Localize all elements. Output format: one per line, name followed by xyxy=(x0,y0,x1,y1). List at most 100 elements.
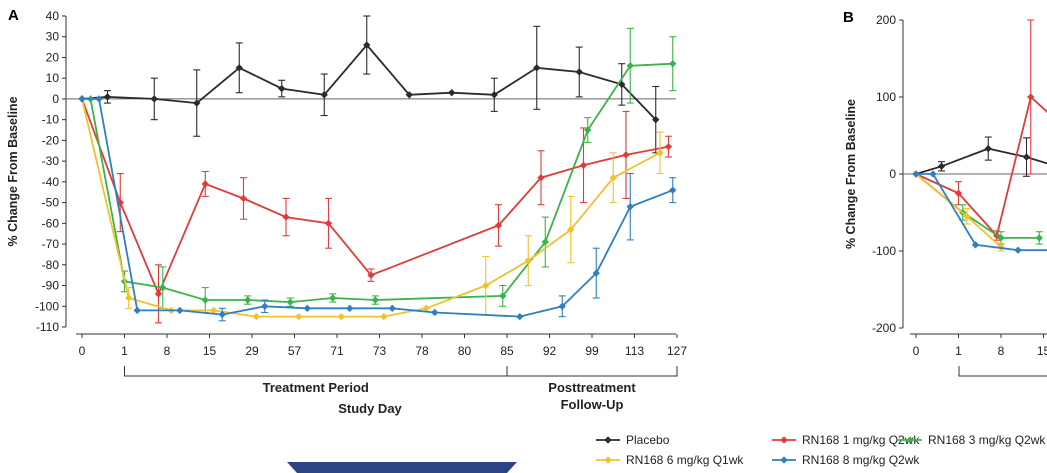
legend-label: RN168 6 mg/kg Q1wk xyxy=(626,453,744,467)
legend-item-rn168-8-mg-kg-q2wk: RN168 8 mg/kg Q2wk xyxy=(772,453,920,467)
legend-item-placebo: Placebo xyxy=(596,433,670,447)
y-tick-label: 100 xyxy=(876,90,896,104)
data-point xyxy=(627,203,634,210)
panel-letter-a: A xyxy=(8,7,19,24)
data-point xyxy=(125,294,132,301)
y-tick-label: 200 xyxy=(876,13,896,27)
data-point xyxy=(938,163,945,170)
y-tick-label: -40 xyxy=(42,175,60,189)
data-point xyxy=(240,195,247,202)
data-point xyxy=(202,296,209,303)
data-point xyxy=(389,305,396,312)
series-placebo xyxy=(78,16,659,153)
series-line-rn168-3-mg-kg-q2wk xyxy=(916,174,1039,238)
x-tick-label: 113 xyxy=(625,344,644,358)
y-tick-label: 30 xyxy=(46,30,60,44)
bracket-label-follow-up: Follow-Up xyxy=(561,397,624,412)
legend-item-rn168-3-mg-kg-q2wk: RN168 3 mg/kg Q2wk xyxy=(898,433,1046,447)
bracket-label-posttreatment: Posttreatment xyxy=(548,380,636,395)
data-point xyxy=(78,95,85,102)
data-point xyxy=(448,89,455,96)
y-tick-label: -200 xyxy=(872,321,896,335)
legend-swatch-marker xyxy=(604,436,611,443)
data-point xyxy=(151,95,158,102)
legend-label: Placebo xyxy=(626,433,670,447)
data-point xyxy=(176,307,183,314)
series-line-rn168-6-mg-kg-q1wk xyxy=(82,99,660,317)
decorative-chevron-shape xyxy=(287,462,517,473)
data-point xyxy=(282,213,289,220)
y-tick-label: 0 xyxy=(889,167,896,181)
y-tick-label: -80 xyxy=(42,258,60,272)
legend-swatch-marker xyxy=(780,436,787,443)
data-point xyxy=(287,298,294,305)
data-point xyxy=(656,149,663,156)
bracket-label-treatment-period: Treatment Period xyxy=(263,380,369,395)
legend-label: RN168 8 mg/kg Q2wk xyxy=(802,453,920,467)
bracket-partial xyxy=(959,366,1047,376)
data-point xyxy=(1036,234,1043,241)
x-tick-label: 0 xyxy=(913,344,920,358)
legend-label: RN168 3 mg/kg Q2wk xyxy=(928,433,1046,447)
data-point xyxy=(622,151,629,158)
y-tick-label: -60 xyxy=(42,216,60,230)
y-tick-label: -70 xyxy=(42,237,60,251)
bracket-posttreatment-follow-up xyxy=(507,366,677,376)
data-point xyxy=(972,241,979,248)
data-point xyxy=(482,282,489,289)
x-tick-label: 15 xyxy=(203,344,217,358)
data-point xyxy=(155,290,162,297)
series-line-placebo xyxy=(916,149,1047,174)
y-tick-label: -100 xyxy=(872,244,896,258)
data-point xyxy=(134,307,141,314)
y-tick-label: -100 xyxy=(35,299,59,313)
data-point xyxy=(669,60,676,67)
series-line-placebo xyxy=(82,45,656,120)
data-point xyxy=(380,313,387,320)
data-point xyxy=(202,180,209,187)
series-rn168-8-mg-kg-q2wk xyxy=(912,170,1047,254)
legend-swatch-marker xyxy=(604,456,611,463)
data-point xyxy=(95,95,102,102)
data-point xyxy=(304,305,311,312)
x-tick-label: 127 xyxy=(667,344,687,358)
panel-letter-b: B xyxy=(843,9,854,26)
x-tick-label: 1 xyxy=(121,344,128,358)
y-tick-label: 20 xyxy=(46,50,60,64)
legend: Placebo RN168 1 mg/kg Q2wk RN168 3 mg/kg Q… xyxy=(596,433,1046,467)
bracket-treatment-period xyxy=(125,366,508,376)
data-point xyxy=(244,296,251,303)
y-axis-title: % Change From Baseline xyxy=(6,96,20,246)
series-line-rn168-1-mg-kg-q2wk xyxy=(916,97,1047,236)
x-tick-label: 73 xyxy=(373,344,387,358)
legend-swatch-marker xyxy=(780,456,787,463)
panel-b: B 200 100 0 -100 -200 % Change From Baseline 0 1… xyxy=(843,9,1047,376)
data-point xyxy=(580,162,587,169)
y-axis-title: % Change From Baseline xyxy=(844,99,858,249)
data-point xyxy=(431,309,438,316)
x-tick-label: 78 xyxy=(415,344,429,358)
data-point xyxy=(372,296,379,303)
x-tick-label: 1 xyxy=(955,344,962,358)
series-rn168-6-mg-kg-q1wk xyxy=(78,95,663,320)
x-tick-label: 99 xyxy=(585,344,599,358)
panel-a: A 403020100-10-20-30-40-50-60-70-80-90-10… xyxy=(6,7,687,416)
y-tick-label: -10 xyxy=(42,113,60,127)
data-point xyxy=(985,145,992,152)
x-tick-label: 57 xyxy=(288,344,302,358)
data-point xyxy=(295,313,302,320)
data-point xyxy=(346,305,353,312)
data-point xyxy=(516,313,523,320)
data-point xyxy=(665,143,672,150)
data-point xyxy=(329,294,336,301)
legend-item-rn168-6-mg-kg-q1wk: RN168 6 mg/kg Q1wk xyxy=(596,453,744,467)
x-tick-label: 15 xyxy=(1037,344,1047,358)
x-tick-label: 71 xyxy=(330,344,344,358)
y-tick-label: 10 xyxy=(46,71,60,85)
data-point xyxy=(1014,247,1021,254)
x-tick-label: 92 xyxy=(543,344,557,358)
data-point xyxy=(338,313,345,320)
x-tick-label: 8 xyxy=(998,344,1005,358)
data-point xyxy=(261,303,268,310)
